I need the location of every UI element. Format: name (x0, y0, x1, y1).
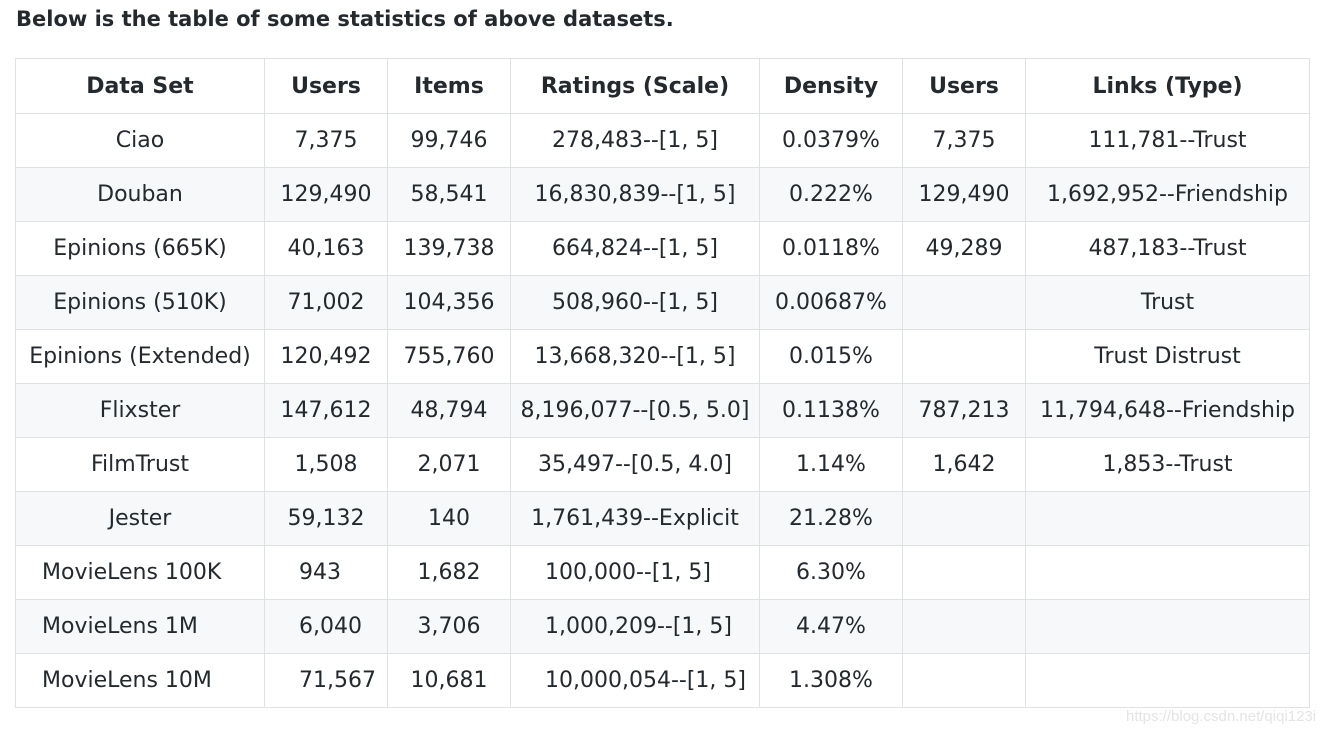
table-row: Epinions (510K) 71,002 104,356 508,960--[1,… (15, 275, 1310, 330)
cell-links-type: 1,692,952--Friendship (1025, 167, 1310, 222)
cell-items: 48,794 (387, 383, 511, 438)
cell-link-users (902, 491, 1026, 546)
cell-users: 1,508 (264, 437, 388, 492)
cell-density: 1.14% (759, 437, 903, 492)
cell-data-set: MovieLens 10M (15, 653, 265, 708)
cell-density: 6.30% (759, 545, 903, 600)
cell-density: 0.222% (759, 167, 903, 222)
cell-link-users: 787,213 (902, 383, 1026, 438)
table-header-row: Data Set Users Items Ratings (Scale) Den… (15, 58, 1310, 114)
cell-ratings: 1,761,439--Explicit (510, 491, 760, 546)
table-row: Ciao 7,375 99,746 278,483--[1, 5] 0.0379% 7,3… (15, 113, 1310, 168)
table-row: MovieLens 10M 71,567 10,681 10,000,054--[1,… (15, 653, 1310, 708)
cell-data-set: MovieLens 100K (15, 545, 265, 600)
cell-items: 140 (387, 491, 511, 546)
cell-data-set: Flixster (15, 383, 265, 438)
cell-data-set: FilmTrust (15, 437, 265, 492)
cell-ratings: 508,960--[1, 5] (510, 275, 760, 330)
cell-ratings: 278,483--[1, 5] (510, 113, 760, 168)
cell-density: 0.0118% (759, 221, 903, 276)
cell-ratings: 664,824--[1, 5] (510, 221, 760, 276)
cell-items: 58,541 (387, 167, 511, 222)
cell-links-type: Trust Distrust (1025, 329, 1310, 384)
table-row: Epinions (Extended) 120,492 755,760 13,668,… (15, 329, 1310, 384)
cell-data-set: MovieLens 1M (15, 599, 265, 654)
cell-users: 120,492 (264, 329, 388, 384)
cell-ratings: 10,000,054--[1, 5] (510, 653, 760, 708)
cell-items: 10,681 (387, 653, 511, 708)
cell-density: 1.308% (759, 653, 903, 708)
cell-link-users: 7,375 (902, 113, 1026, 168)
cell-users: 6,040 (264, 599, 388, 654)
cell-density: 21.28% (759, 491, 903, 546)
cell-links-type (1025, 599, 1310, 654)
watermark: https://blog.csdn.net/qiqi123i (1126, 708, 1317, 725)
cell-ratings: 13,668,320--[1, 5] (510, 329, 760, 384)
cell-link-users (902, 275, 1026, 330)
cell-ratings: 8,196,077--[0.5, 5.0] (510, 383, 760, 438)
cell-links-type (1025, 653, 1310, 708)
cell-ratings: 1,000,209--[1, 5] (510, 599, 760, 654)
cell-items: 104,356 (387, 275, 511, 330)
table-row: Jester 59,132 140 1,761,439--Explicit 21.28% (15, 491, 1310, 546)
cell-ratings: 35,497--[0.5, 4.0] (510, 437, 760, 492)
cell-users: 59,132 (264, 491, 388, 546)
cell-items: 755,760 (387, 329, 511, 384)
cell-users: 71,002 (264, 275, 388, 330)
table-row: Flixster 147,612 48,794 8,196,077--[0.5, 5.… (15, 383, 1310, 438)
cell-users: 147,612 (264, 383, 388, 438)
cell-items: 2,071 (387, 437, 511, 492)
cell-link-users (902, 599, 1026, 654)
cell-link-users: 1,642 (902, 437, 1026, 492)
cell-links-type (1025, 545, 1310, 600)
cell-links-type: 487,183--Trust (1025, 221, 1310, 276)
cell-ratings: 100,000--[1, 5] (510, 545, 760, 600)
table-row: Epinions (665K) 40,163 139,738 664,824--[1,… (15, 221, 1310, 276)
header-users-links: Users (902, 58, 1026, 114)
cell-density: 0.0379% (759, 113, 903, 168)
cell-link-users (902, 653, 1026, 708)
cell-items: 99,746 (387, 113, 511, 168)
header-links-type: Links (Type) (1025, 58, 1310, 114)
cell-density: 0.00687% (759, 275, 903, 330)
intro-paragraph: Below is the table of some statistics of… (16, 7, 674, 31)
cell-data-set: Epinions (665K) (15, 221, 265, 276)
cell-data-set: Epinions (Extended) (15, 329, 265, 384)
cell-density: 0.015% (759, 329, 903, 384)
cell-density: 0.1138% (759, 383, 903, 438)
cell-links-type: Trust (1025, 275, 1310, 330)
cell-users: 71,567 (264, 653, 388, 708)
header-data-set: Data Set (15, 58, 265, 114)
cell-data-set: Douban (15, 167, 265, 222)
cell-links-type (1025, 491, 1310, 546)
cell-data-set: Epinions (510K) (15, 275, 265, 330)
cell-links-type: 111,781--Trust (1025, 113, 1310, 168)
cell-link-users (902, 329, 1026, 384)
cell-items: 3,706 (387, 599, 511, 654)
header-users: Users (264, 58, 388, 114)
cell-data-set: Ciao (15, 113, 265, 168)
cell-link-users: 129,490 (902, 167, 1026, 222)
header-ratings-scale: Ratings (Scale) (510, 58, 760, 114)
cell-items: 1,682 (387, 545, 511, 600)
cell-users: 943 (264, 545, 388, 600)
header-items: Items (387, 58, 511, 114)
cell-data-set: Jester (15, 491, 265, 546)
cell-users: 129,490 (264, 167, 388, 222)
cell-links-type: 11,794,648--Friendship (1025, 383, 1310, 438)
cell-link-users (902, 545, 1026, 600)
cell-users: 40,163 (264, 221, 388, 276)
header-density: Density (759, 58, 903, 114)
cell-items: 139,738 (387, 221, 511, 276)
cell-link-users: 49,289 (902, 221, 1026, 276)
table-row: MovieLens 1M 6,040 3,706 1,000,209--[1, 5] 4… (15, 599, 1310, 654)
table-row: FilmTrust 1,508 2,071 35,497--[0.5, 4.0] 1.1… (15, 437, 1310, 492)
cell-links-type: 1,853--Trust (1025, 437, 1310, 492)
table-row: MovieLens 100K 943 1,682 100,000--[1, 5] 6.3… (15, 545, 1310, 600)
cell-users: 7,375 (264, 113, 388, 168)
dataset-statistics-table: Data Set Users Items Ratings (Scale) Den… (15, 58, 1310, 708)
cell-ratings: 16,830,839--[1, 5] (510, 167, 760, 222)
table-row: Douban 129,490 58,541 16,830,839--[1, 5] 0.2… (15, 167, 1310, 222)
cell-density: 4.47% (759, 599, 903, 654)
